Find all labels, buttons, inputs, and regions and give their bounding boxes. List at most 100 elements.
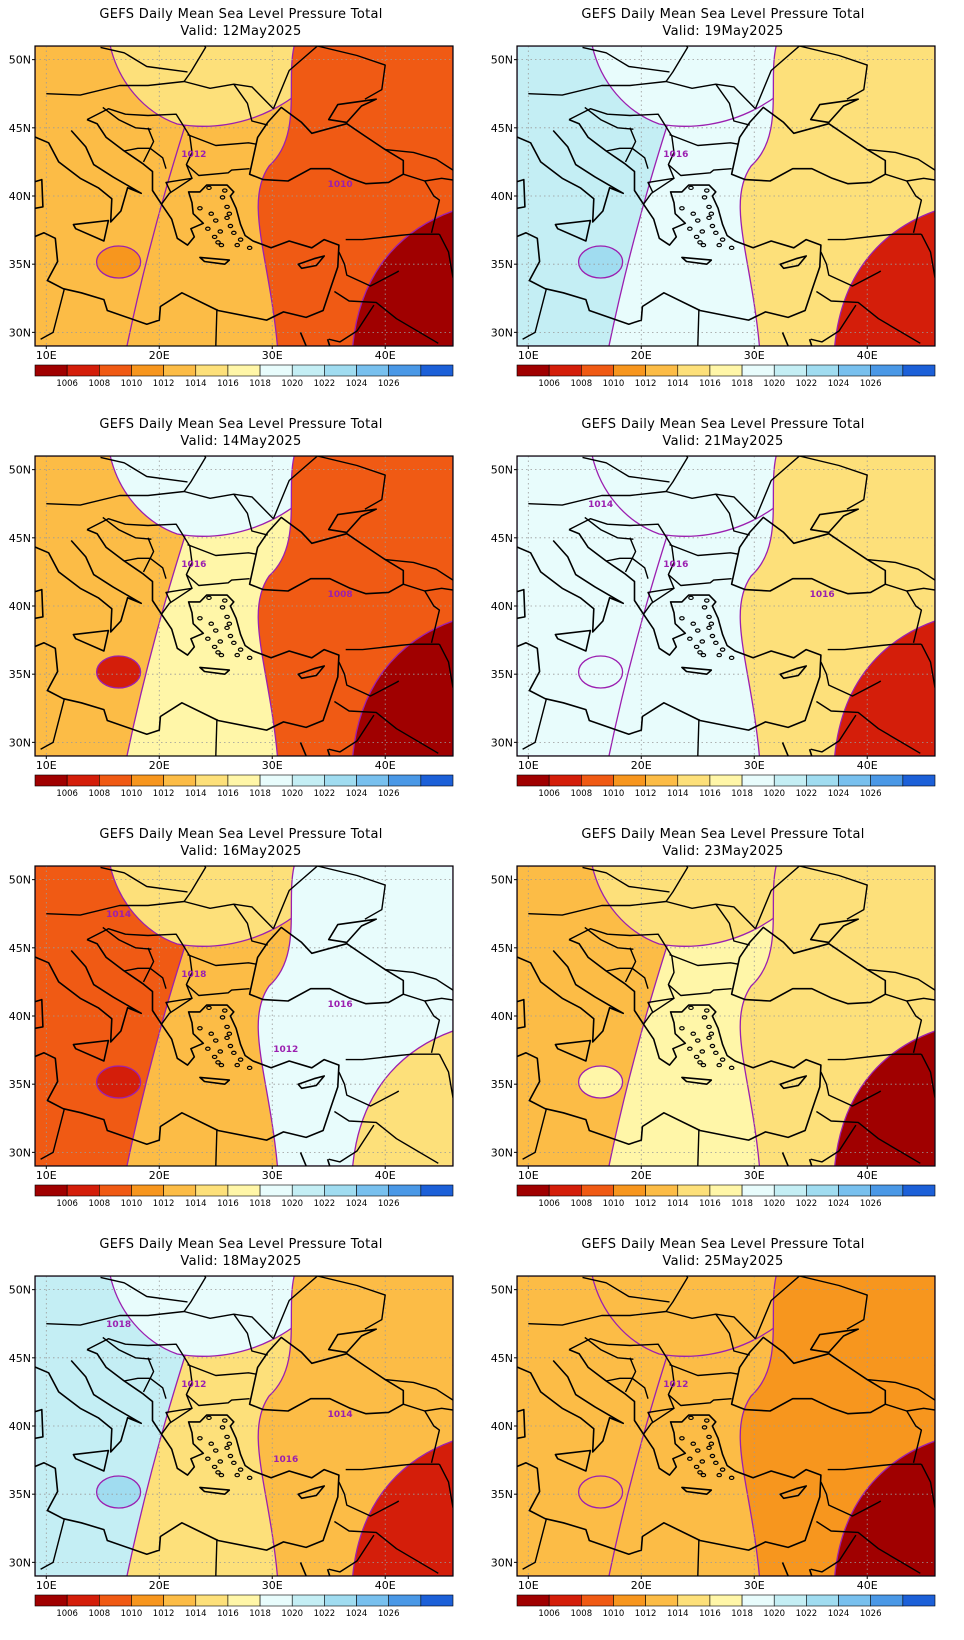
- colorbar-label: 1016: [217, 789, 239, 799]
- island: [237, 1057, 244, 1062]
- country-border: [906, 1410, 923, 1463]
- country-border: [424, 1410, 441, 1463]
- latitude-label: 45N: [9, 1352, 31, 1365]
- product-title: GEFS Daily Mean Sea Level Pressure Total: [581, 827, 865, 842]
- coastline: [35, 998, 44, 1030]
- longitude-label: 10E: [518, 1579, 539, 1592]
- latitude-label: 30N: [491, 1146, 513, 1159]
- island: [716, 652, 723, 658]
- island: [212, 218, 219, 223]
- country-border: [820, 661, 882, 697]
- latitude-label: 50N: [9, 874, 31, 887]
- coastline: [299, 332, 308, 346]
- product-title: GEFS Daily Mean Sea Level Pressure Total: [99, 827, 383, 842]
- island: [215, 1060, 221, 1065]
- colorbar-label: 1012: [153, 1199, 175, 1209]
- latitude-label: 30N: [9, 1556, 31, 1569]
- coastline: [517, 938, 822, 1145]
- country-border: [40, 1108, 66, 1160]
- coastline: [517, 129, 624, 223]
- coastline: [934, 544, 935, 600]
- colorbar-swatch: [259, 1594, 293, 1607]
- country-border: [642, 587, 675, 615]
- colorbar-swatch: [195, 1594, 229, 1607]
- island: [226, 1441, 233, 1446]
- island: [706, 625, 712, 631]
- longitude-label: 40E: [857, 349, 878, 362]
- colorbar-swatch: [516, 1594, 550, 1607]
- latitude-label: 35N: [491, 1078, 513, 1091]
- longitude-label: 20E: [631, 1169, 652, 1182]
- coastline: [72, 629, 110, 652]
- island: [234, 242, 241, 248]
- colorbar-label: 1018: [249, 1609, 271, 1619]
- country-border: [522, 1108, 548, 1160]
- colorbar-swatch: [131, 774, 164, 787]
- country-border: [40, 698, 66, 750]
- country-border: [754, 46, 868, 109]
- island: [224, 1445, 230, 1451]
- island: [212, 628, 219, 633]
- colorbar-label: 1024: [828, 1609, 850, 1619]
- panel-title: GEFS Daily Mean Sea Level Pressure Total…: [0, 6, 482, 40]
- island: [688, 185, 694, 191]
- island: [212, 1448, 219, 1453]
- valid-date: Valid: 16May2025: [180, 844, 302, 859]
- longitude-label: 40E: [375, 1579, 396, 1592]
- colorbar-label: 1008: [88, 379, 110, 389]
- country-border: [215, 1129, 218, 1166]
- country-border: [160, 997, 193, 1025]
- island: [687, 1456, 693, 1461]
- coastline: [554, 1039, 592, 1062]
- colorbar-label: 1022: [314, 379, 336, 389]
- colorbar-label: 1010: [121, 379, 143, 389]
- coastline: [554, 629, 592, 652]
- product-title: GEFS Daily Mean Sea Level Pressure Total: [581, 417, 865, 432]
- colorbar-label: 1008: [570, 789, 592, 799]
- country-border: [606, 557, 649, 579]
- colorbar-label: 1026: [860, 789, 882, 799]
- country-border: [920, 233, 935, 278]
- island: [706, 1445, 712, 1451]
- latitude-label: 35N: [491, 1488, 513, 1501]
- map-figure: 1012 50N 45N 40N 35N 30N 10E 20E 30E 40E 1006 1008 1…: [491, 1275, 936, 1619]
- country-border: [715, 903, 750, 946]
- island: [694, 1448, 701, 1453]
- colorbar-swatch: [677, 364, 711, 377]
- island: [234, 1472, 241, 1478]
- colorbar-swatch: [227, 1184, 261, 1197]
- colorbar-label: 1022: [796, 789, 818, 799]
- longitude-label: 40E: [857, 759, 878, 772]
- coastline: [35, 1348, 340, 1555]
- colorbar-swatch: [838, 1594, 871, 1607]
- country-border: [867, 968, 935, 991]
- colorbar-label: 1018: [249, 379, 271, 389]
- pressure-fill-pocket: [95, 655, 142, 689]
- island: [708, 211, 715, 216]
- island: [719, 647, 726, 652]
- island: [679, 206, 685, 211]
- country-border: [124, 557, 167, 579]
- island: [706, 1434, 712, 1440]
- valid-date: Valid: 21May2025: [662, 434, 784, 449]
- latitude-label: 40N: [9, 190, 31, 203]
- country-border: [582, 1276, 670, 1303]
- coastline: [452, 954, 453, 1010]
- map-figure: 1018 1016 1014 1012 50N 45N 40N 35N 30N 10E 20E 30E…: [9, 865, 454, 1209]
- country-border: [715, 493, 750, 536]
- colorbar-label: 1024: [828, 789, 850, 799]
- product-title: GEFS Daily Mean Sea Level Pressure Total: [581, 7, 865, 22]
- island: [713, 1050, 719, 1056]
- country-border: [885, 1403, 935, 1412]
- country-border: [185, 574, 250, 587]
- colorbar-swatch: [227, 774, 261, 787]
- country-border: [920, 1053, 935, 1098]
- colorbar-label: 1016: [217, 1199, 239, 1209]
- colorbar-swatch: [227, 1594, 261, 1607]
- map-panel: 1016 1008 50N 45N 40N 35N 30N 10E 20E 30E 40E 1006 1…: [0, 410, 482, 820]
- latitude-label: 50N: [491, 54, 513, 67]
- colorbar-swatch: [902, 1184, 936, 1197]
- island: [219, 195, 226, 200]
- contour-label: 1016: [328, 1000, 353, 1010]
- country-border: [424, 1000, 441, 1053]
